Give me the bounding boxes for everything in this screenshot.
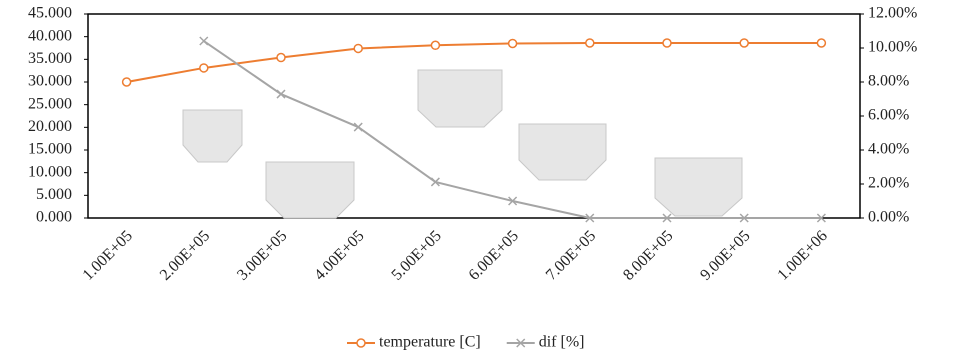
y2-tick-label: 12.00% [868,5,917,22]
chart: 0.000 5.000 10.000 15.000 20.000 25.000 30.000… [0,0,958,358]
point-marker [817,39,825,47]
mesh-image [519,124,606,180]
x-tick-label: 5.00E+05 [388,227,444,283]
point-marker [354,123,362,131]
x-tick-label: 6.00E+05 [466,227,522,283]
mesh-image [655,158,742,216]
x-tick-label: 7.00E+05 [543,227,599,283]
y2-tick-label: 6.00% [868,107,909,124]
legend-label: temperature [C] [379,334,481,351]
y-tick-label: 15.000 [28,141,72,158]
y-tick-label: 0.000 [36,209,72,226]
y-tick-label: 45.000 [28,5,72,22]
point-marker [277,90,285,98]
mesh-image [266,162,354,218]
x-tick-label: 4.00E+05 [311,227,367,283]
point-marker [123,78,131,86]
x-tick-label: 3.00E+05 [234,227,290,283]
point-marker [200,37,208,45]
y-tick-label: 5.000 [36,186,72,203]
y2-tick-label: 4.00% [868,141,909,158]
y-tick-label: 40.000 [28,27,72,44]
y2-tick-label: 10.00% [868,39,917,56]
x-tick-label: 2.00E+05 [157,227,213,283]
point-marker [354,44,362,52]
point-marker [200,64,208,72]
y-tick-label: 20.000 [28,118,72,135]
point-marker [277,54,285,62]
point-marker [431,41,439,49]
y-tick-label: 35.000 [28,50,72,67]
y2-tick-label: 2.00% [868,175,909,192]
y-tick-label: 30.000 [28,73,72,90]
point-marker [586,39,594,47]
x-tick-label: 1.00E+05 [80,227,136,283]
x-tick-label: 9.00E+05 [697,227,753,283]
y2-tick-label: 8.00% [868,73,909,90]
y-tick-label: 25.000 [28,95,72,112]
mesh-image [183,110,242,162]
x-tick-label: 8.00E+05 [620,227,676,283]
y-tick-label: 10.000 [28,163,72,180]
legend-label: dif [%] [539,334,585,351]
point-marker [740,39,748,47]
mesh-thumbnails [183,70,742,218]
y2-tick-label: 0.00% [868,209,909,226]
legend-marker [357,339,365,347]
point-marker [663,39,671,47]
point-marker [509,39,517,47]
x-tick-label: 1.00E+06 [774,227,830,283]
mesh-image [418,70,502,127]
